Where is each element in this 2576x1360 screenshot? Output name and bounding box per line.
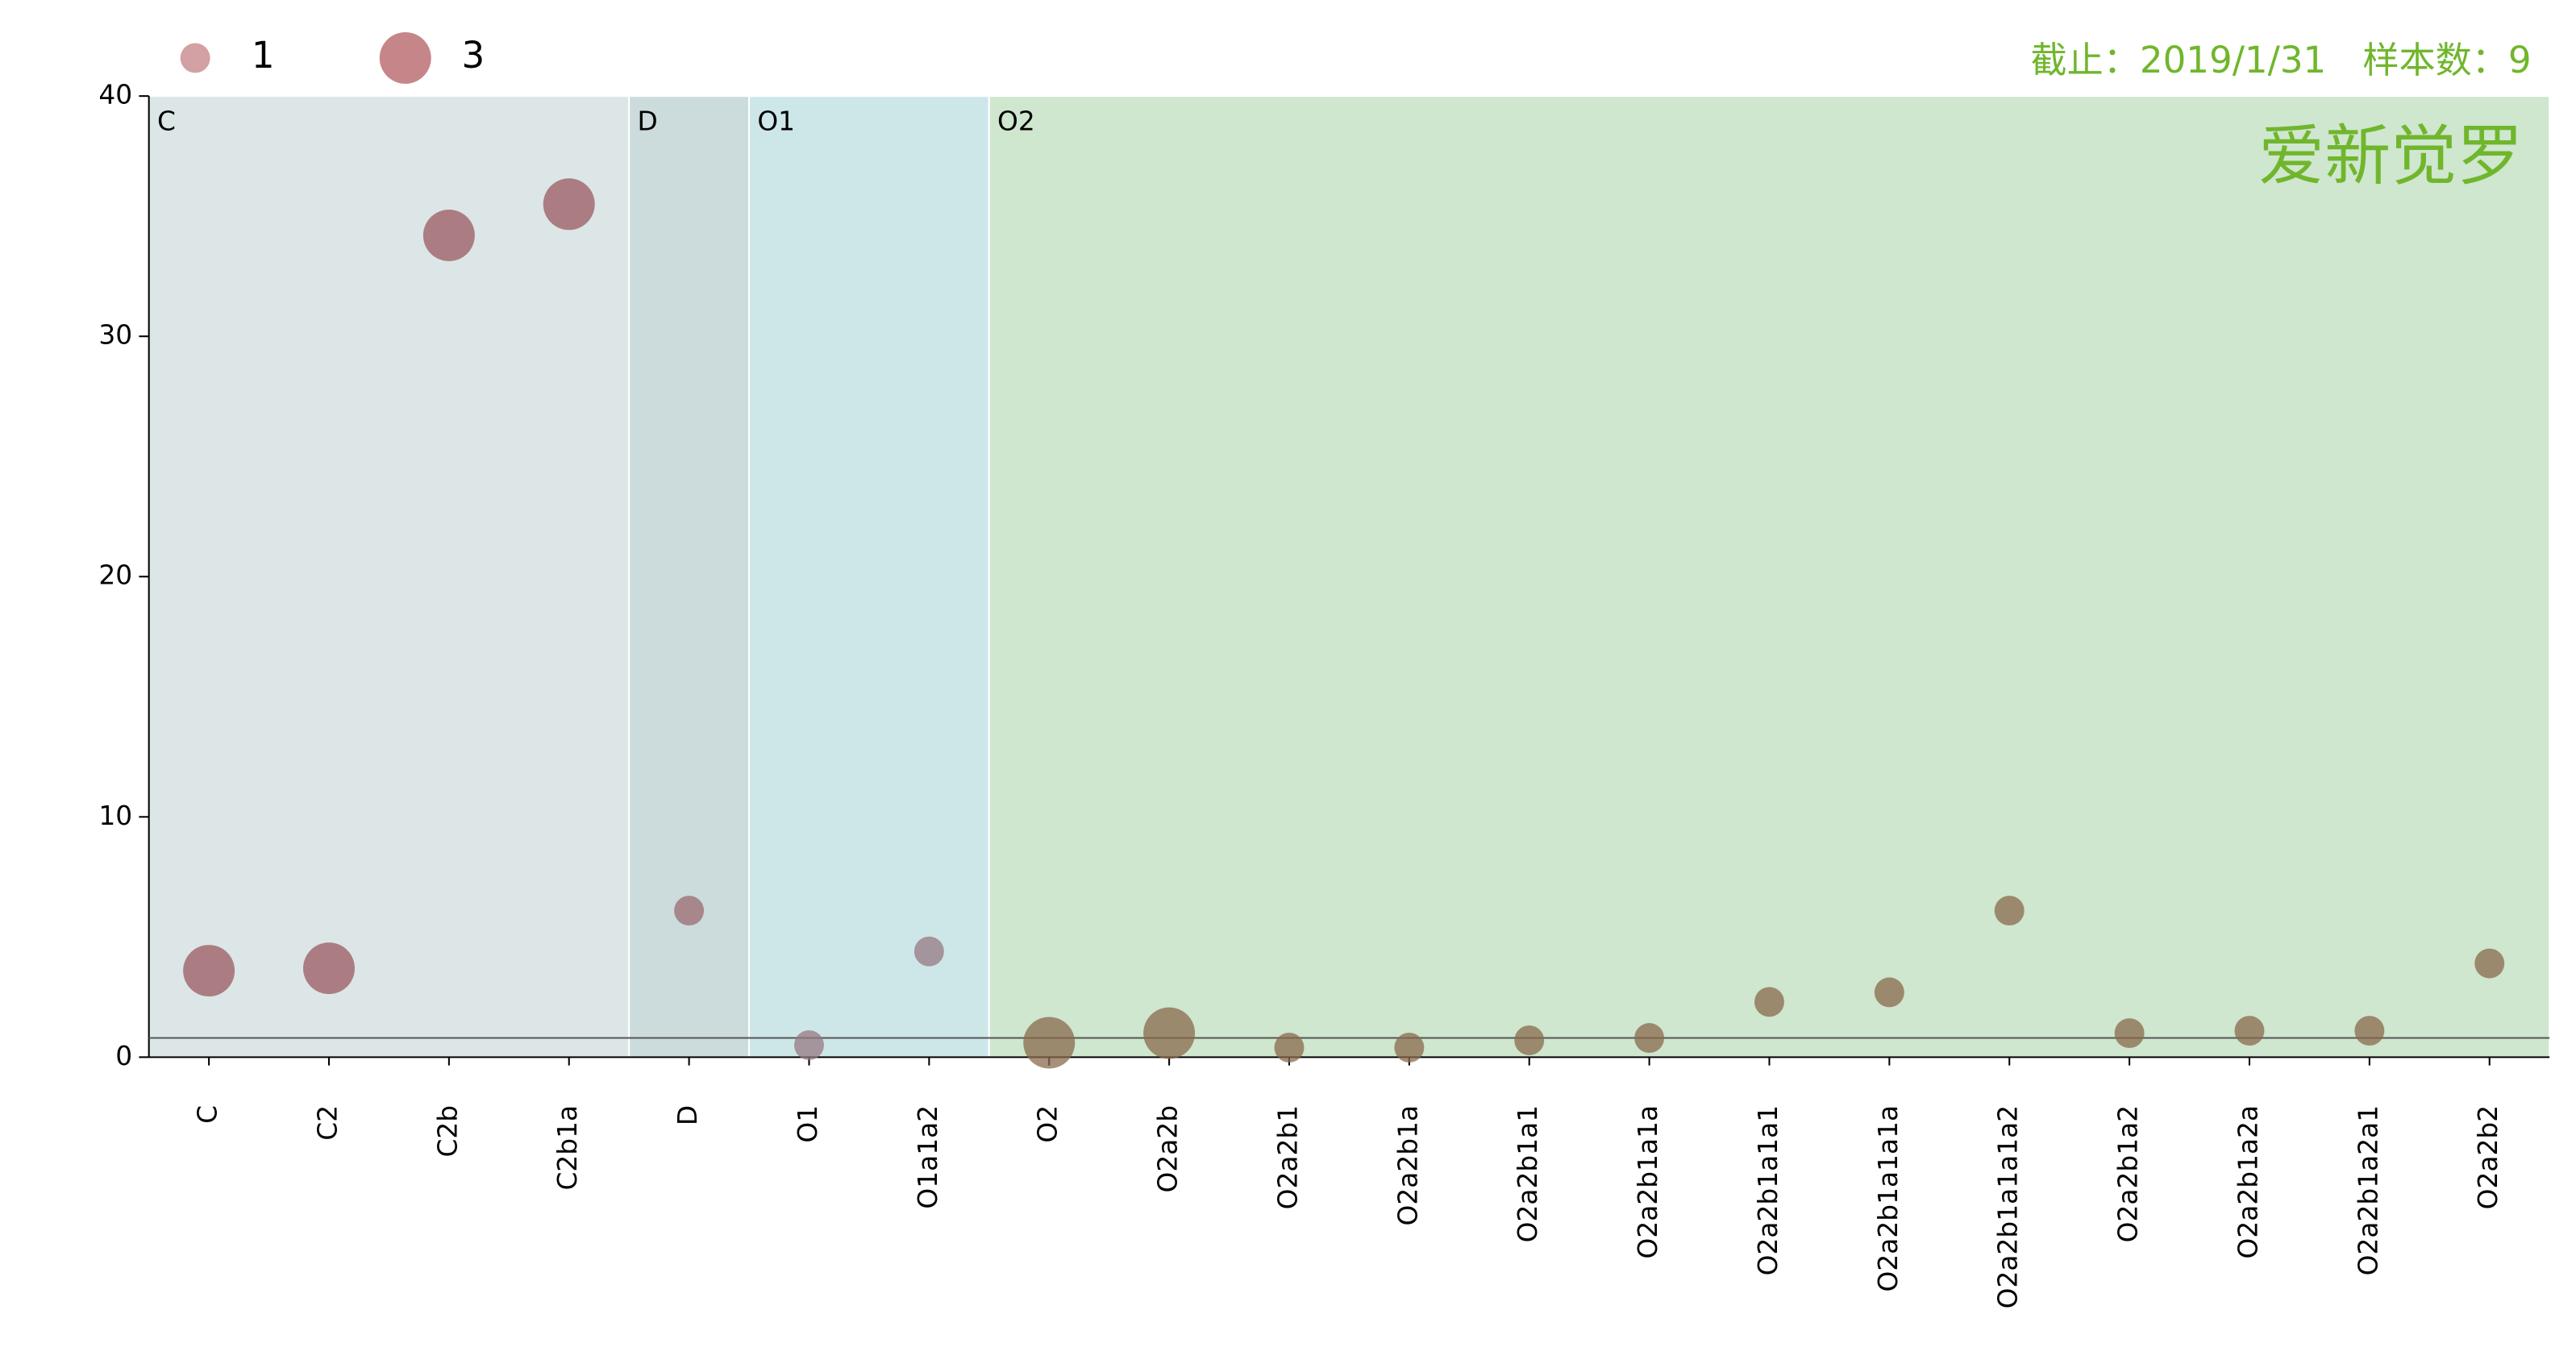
x-tick-label: O2a2b1a1a1 [1753,1105,1783,1275]
y-tick-label: 0 [115,1041,132,1071]
group-region [748,95,990,1058]
bubble [913,936,944,967]
y-tick-label: 40 [98,80,132,110]
y-tick-label: 10 [98,801,132,831]
x-tick-label: O2a2b1 [1272,1105,1303,1209]
x-tick-label: O2a2b1a1a [1633,1105,1663,1259]
bubble [1994,896,2025,926]
bubble [1143,1007,1196,1059]
watermark: 爱新觉罗 [2258,119,2523,195]
x-tick-label: O2a2b1a2 [2113,1105,2144,1242]
group-label: O2 [997,106,1035,136]
legend-marker [180,43,210,73]
group-label: O1 [757,106,795,136]
x-tick-label: D [672,1105,703,1125]
bubble [674,896,705,926]
x-tick-label: O1a1a2 [913,1105,943,1209]
x-tick-label: C2b [432,1105,463,1158]
bubble [2474,948,2505,979]
bubble [1394,1032,1425,1063]
x-tick-label: C2b1a [552,1105,583,1191]
x-tick-label: O2a2b1a2a1 [2353,1105,2383,1275]
bubble [183,945,235,997]
bubble [794,1029,824,1060]
bubble [2234,1016,2265,1046]
y-tick-label: 30 [98,320,132,351]
bubble [1754,987,1784,1017]
x-tick-label: C2 [312,1105,343,1141]
bubble [303,942,355,995]
bubble [2114,1018,2145,1049]
x-tick-label: O2a2b1a [1392,1105,1423,1226]
legend-marker [379,31,431,84]
x-tick-label: O2a2b2 [2473,1105,2503,1209]
bubble [1634,1023,1665,1053]
bubble [2354,1016,2385,1046]
x-tick-label: C [193,1105,223,1124]
group-region [148,95,630,1058]
bubble [543,178,595,231]
x-tick-label: O2a2b1a2a [2233,1105,2263,1259]
bubble [1514,1025,1545,1055]
group-label: C [157,106,176,136]
x-tick-label: O1 [793,1105,823,1143]
y-tick-label: 20 [98,560,132,591]
group-region [988,95,2551,1058]
bubble [422,210,475,261]
group-label: D [637,106,657,136]
x-tick-label: O2a2b [1153,1105,1184,1193]
legend-label: 1 [252,34,275,77]
bubble [1023,1017,1076,1069]
legend-label: 3 [462,34,485,77]
bubble [1274,1032,1305,1063]
bubble [1874,977,1904,1008]
x-tick-label: O2a2b1a1a1a [1873,1105,1904,1292]
x-tick-label: O2a2b1a1a1a2 [1993,1105,2024,1308]
x-tick-label: O2a2b1a1 [1513,1105,1543,1242]
note: 截止：2019/1/31 样本数：9 [2031,39,2532,81]
x-tick-label: O2 [1033,1105,1063,1143]
